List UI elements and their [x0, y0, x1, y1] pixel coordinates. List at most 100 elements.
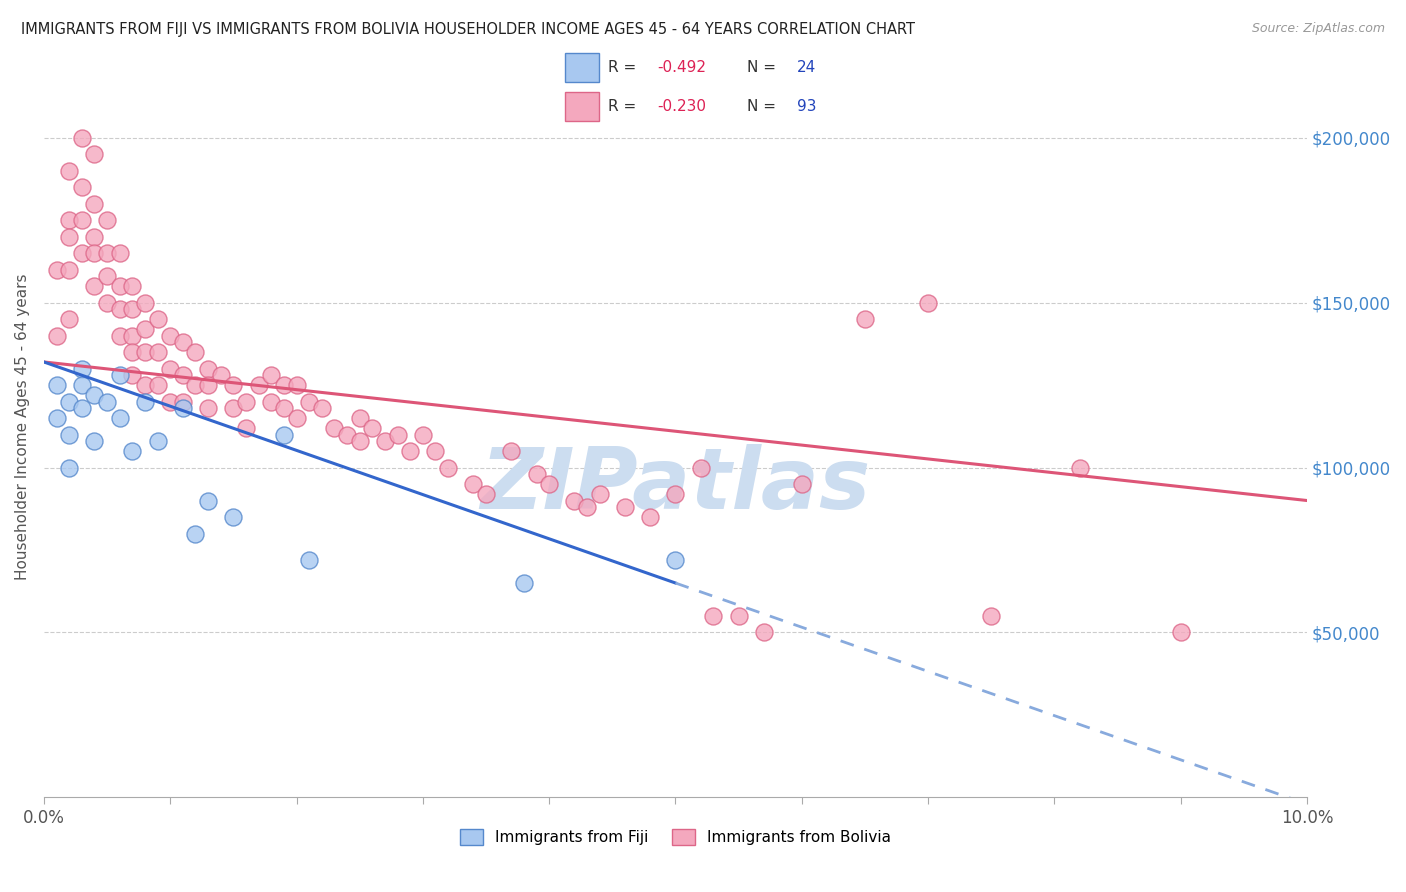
Point	[58, 213, 80, 227]
Point	[412, 427, 434, 442]
Point	[83, 388, 105, 402]
Point	[184, 345, 207, 359]
Point	[197, 361, 219, 376]
Point	[463, 477, 485, 491]
Point	[121, 279, 143, 293]
Point	[247, 378, 270, 392]
Point	[146, 312, 169, 326]
Point	[260, 368, 283, 383]
Point	[159, 361, 181, 376]
Point	[323, 421, 346, 435]
Point	[298, 394, 321, 409]
Point	[1170, 625, 1192, 640]
Point	[146, 434, 169, 449]
Point	[349, 411, 371, 425]
Point	[526, 467, 548, 482]
Point	[58, 229, 80, 244]
Point	[45, 262, 67, 277]
Text: 93: 93	[797, 99, 815, 114]
Point	[70, 246, 93, 260]
Point	[83, 279, 105, 293]
Point	[285, 378, 308, 392]
Point	[387, 427, 409, 442]
Point	[538, 477, 561, 491]
Point	[96, 394, 118, 409]
Point	[209, 368, 232, 383]
Point	[172, 401, 194, 416]
Point	[96, 295, 118, 310]
Point	[197, 401, 219, 416]
Point	[58, 163, 80, 178]
Point	[638, 510, 661, 524]
Point	[121, 302, 143, 317]
Text: N =: N =	[747, 60, 780, 75]
Point	[159, 394, 181, 409]
Point	[222, 378, 245, 392]
Point	[399, 444, 422, 458]
Text: N =: N =	[747, 99, 780, 114]
Point	[273, 427, 295, 442]
Point	[108, 411, 131, 425]
Point	[121, 328, 143, 343]
Point	[425, 444, 447, 458]
Point	[146, 378, 169, 392]
Point	[184, 526, 207, 541]
Point	[374, 434, 396, 449]
Point	[83, 147, 105, 161]
Point	[134, 378, 156, 392]
Text: IMMIGRANTS FROM FIJI VS IMMIGRANTS FROM BOLIVIA HOUSEHOLDER INCOME AGES 45 - 64 : IMMIGRANTS FROM FIJI VS IMMIGRANTS FROM …	[21, 22, 915, 37]
Point	[613, 500, 636, 515]
Point	[184, 378, 207, 392]
Point	[336, 427, 359, 442]
Bar	[565, 54, 599, 82]
Text: 24: 24	[797, 60, 815, 75]
Bar	[565, 92, 599, 120]
Point	[146, 345, 169, 359]
Point	[273, 401, 295, 416]
Point	[58, 427, 80, 442]
Point	[45, 378, 67, 392]
Point	[70, 130, 93, 145]
Point	[96, 269, 118, 284]
Point	[437, 460, 460, 475]
Point	[285, 411, 308, 425]
Point	[134, 394, 156, 409]
Point	[197, 493, 219, 508]
Point	[349, 434, 371, 449]
Point	[311, 401, 333, 416]
Point	[197, 378, 219, 392]
Text: R =: R =	[607, 60, 641, 75]
Point	[172, 394, 194, 409]
Point	[134, 322, 156, 336]
Point	[108, 302, 131, 317]
Point	[501, 444, 523, 458]
Point	[58, 394, 80, 409]
Point	[260, 394, 283, 409]
Text: Source: ZipAtlas.com: Source: ZipAtlas.com	[1251, 22, 1385, 36]
Text: R =: R =	[607, 99, 641, 114]
Text: ZIPatlas: ZIPatlas	[481, 444, 870, 527]
Point	[45, 328, 67, 343]
Point	[96, 246, 118, 260]
Point	[134, 345, 156, 359]
Point	[159, 328, 181, 343]
Point	[298, 553, 321, 567]
Y-axis label: Householder Income Ages 45 - 64 years: Householder Income Ages 45 - 64 years	[15, 273, 30, 580]
Point	[121, 444, 143, 458]
Point	[752, 625, 775, 640]
Point	[702, 609, 724, 624]
Point	[222, 401, 245, 416]
Point	[121, 368, 143, 383]
Point	[83, 246, 105, 260]
Point	[70, 213, 93, 227]
Point	[96, 213, 118, 227]
Text: -0.230: -0.230	[658, 99, 706, 114]
Point	[1069, 460, 1091, 475]
Point	[235, 394, 257, 409]
Point	[513, 576, 536, 591]
Point	[108, 279, 131, 293]
Point	[790, 477, 813, 491]
Point	[664, 487, 686, 501]
Point	[361, 421, 384, 435]
Point	[83, 196, 105, 211]
